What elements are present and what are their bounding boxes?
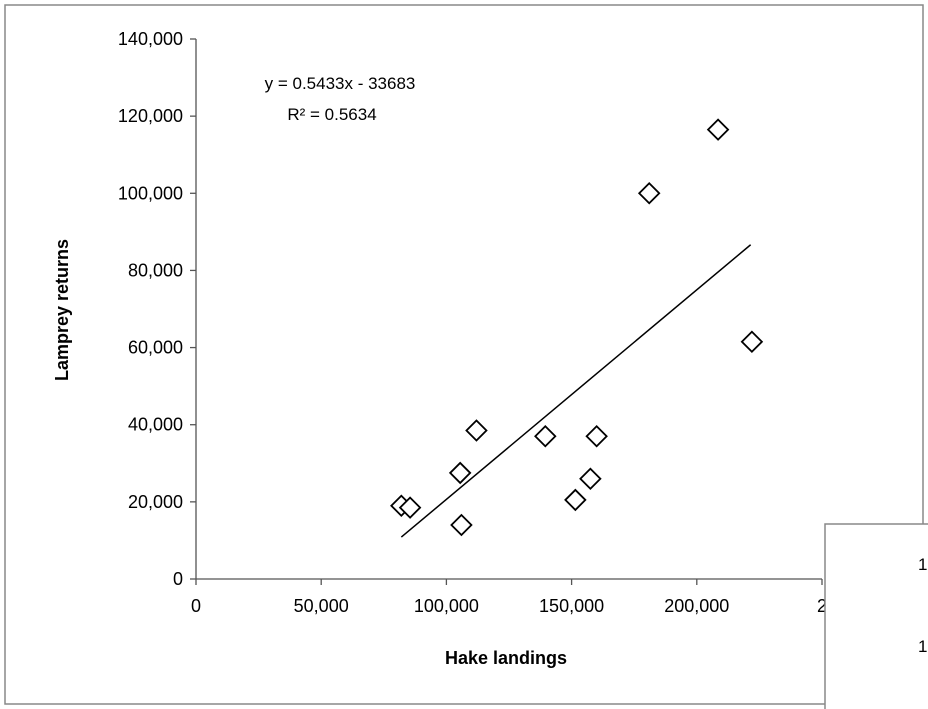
data-point	[706, 118, 730, 141]
data-points	[390, 118, 764, 537]
x-tick-label: 150,000	[539, 596, 604, 616]
x-tick-label: 200,000	[664, 596, 729, 616]
overlay-panel-label-1: 1	[918, 555, 927, 574]
x-tick-label: 50,000	[294, 596, 349, 616]
x-axis-label: Hake landings	[445, 648, 567, 668]
data-point	[564, 488, 587, 512]
data-point	[398, 496, 422, 519]
x-tick-label: 2	[817, 596, 827, 616]
data-point	[585, 425, 608, 448]
x-tick-label: 0	[191, 596, 201, 616]
y-tick-label: 140,000	[118, 29, 183, 49]
y-tick-label: 20,000	[128, 492, 183, 512]
data-point	[740, 330, 764, 354]
trendline-group	[400, 244, 752, 538]
overlay-panel-label-2: 1	[918, 637, 927, 656]
chart-area-border	[4, 4, 924, 705]
y-tick-label: 60,000	[128, 338, 183, 358]
y-tick-label: 80,000	[128, 260, 183, 280]
overlay-panel-box	[824, 523, 928, 709]
y-axis: 0 20,000 40,000 60,000 80,000 100,000 120,000 1…	[118, 29, 197, 589]
y-tick-label: 120,000	[118, 106, 183, 126]
data-point	[534, 425, 557, 448]
y-axis-label: Lamprey returns	[52, 239, 72, 381]
trendline-r2: R² = 0.5634	[287, 105, 376, 124]
y-tick-label: 0	[173, 569, 183, 589]
trendline	[400, 244, 752, 538]
data-point	[450, 513, 473, 537]
data-point	[579, 467, 602, 490]
overlay-panel: 1 1	[824, 523, 928, 709]
y-tick-label: 40,000	[128, 415, 183, 435]
x-tick-label: 100,000	[414, 596, 479, 616]
data-point	[465, 419, 488, 442]
data-point	[637, 182, 661, 205]
data-point	[448, 461, 472, 485]
trendline-equation: y = 0.5433x - 33683	[265, 74, 416, 93]
y-tick-label: 100,000	[118, 183, 183, 203]
x-axis: 0 50,000 100,000 150,000 200,000 2	[191, 578, 827, 616]
